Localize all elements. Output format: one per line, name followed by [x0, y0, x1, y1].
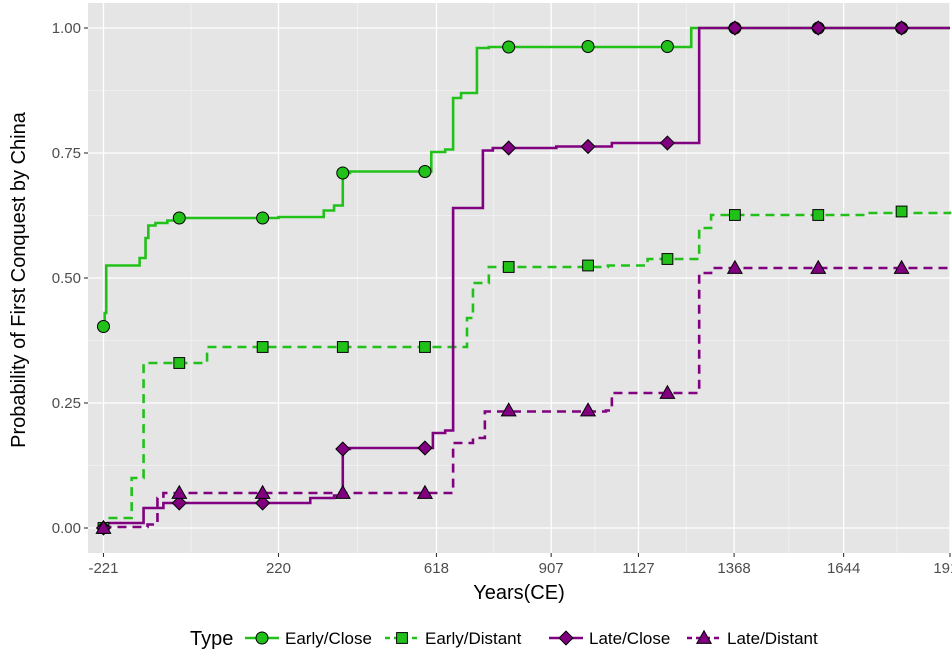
- x-tick-label: 618: [424, 560, 449, 577]
- series-marker-4: [416, 484, 434, 499]
- y-tick-label: 0.25: [52, 395, 81, 412]
- x-axis: -221 220 618 907 1127 1368 1644 1912: [88, 553, 952, 577]
- series-marker-1: [96, 320, 110, 333]
- series-marker-3: [501, 140, 517, 156]
- legend-label: Late/Close: [589, 629, 670, 648]
- series-marker-2: [502, 261, 515, 273]
- legend-label: Late/Distant: [727, 629, 818, 648]
- series-marker-2: [173, 357, 186, 369]
- y-tick-label: 1.00: [52, 20, 81, 37]
- series-marker-2: [336, 341, 349, 353]
- series-line-4: [103, 266, 950, 530]
- legend-key-marker: [558, 630, 574, 646]
- series-marker-4: [893, 259, 910, 274]
- x-tick-label: 907: [539, 560, 564, 577]
- series-marker-1: [581, 40, 595, 53]
- series-marker-3: [417, 440, 433, 456]
- series-marker-4: [500, 402, 517, 417]
- legend-key: [245, 631, 279, 645]
- x-tick-label: -221: [88, 560, 118, 577]
- y-tick-label: 0.00: [52, 520, 81, 537]
- legend-key: [549, 630, 583, 646]
- series-line-2: [103, 211, 952, 530]
- series-marker-1: [336, 166, 350, 180]
- y-axis: 0.00 0.25 0.50 0.75 1.00: [52, 20, 88, 537]
- series-marker-2: [812, 209, 825, 221]
- series-marker-2: [419, 341, 431, 353]
- legend-key-marker: [255, 631, 269, 645]
- series-marker-1: [502, 40, 516, 54]
- series-marker-4: [810, 259, 827, 274]
- series-marker-2: [728, 209, 741, 221]
- x-tick-label: 1644: [827, 560, 860, 577]
- series-marker-3: [727, 20, 743, 36]
- x-axis-title: Years(CE): [473, 582, 565, 604]
- series-marker-3: [659, 135, 676, 151]
- series-marker-1: [660, 40, 674, 53]
- series-marker-3: [171, 495, 187, 511]
- series-marker-4: [171, 484, 188, 499]
- series-marker-2: [582, 259, 594, 272]
- series-marker-2: [256, 341, 269, 353]
- series-marker-2: [895, 205, 908, 218]
- grid-major: [88, 3, 951, 553]
- legend-label: Early/Distant: [425, 629, 522, 648]
- series-marker-3: [893, 20, 910, 36]
- series-marker-4: [334, 484, 351, 499]
- series-marker-4: [659, 384, 676, 399]
- legend: Type Early/Close Early/Distant Late/Close L…: [190, 628, 818, 650]
- series-marker-3: [580, 138, 596, 155]
- series-marker-3: [255, 495, 271, 511]
- legend-label: Early/Close: [285, 629, 372, 648]
- legend-title: Type: [190, 628, 233, 650]
- series-marker-3: [810, 20, 826, 36]
- x-tick-label: 1368: [717, 560, 750, 577]
- series-markers: [95, 20, 910, 536]
- series-marker-4: [254, 484, 271, 499]
- series-lines: [103, 26, 952, 530]
- series-marker-1: [172, 211, 186, 225]
- legend-key: [385, 632, 419, 644]
- series-line-3: [103, 26, 950, 530]
- y-axis-title: Probability of First Conquest by China: [8, 111, 30, 448]
- x-tick-label: 1912: [933, 560, 952, 577]
- legend-key: [687, 629, 721, 644]
- series-marker-4: [95, 519, 112, 534]
- series-marker-1: [256, 211, 270, 225]
- x-tick-label: 1127: [622, 560, 654, 577]
- series-marker-4: [726, 259, 743, 274]
- legend-key-marker: [695, 629, 713, 644]
- y-tick-label: 0.50: [52, 270, 81, 287]
- legend-key-marker: [396, 632, 408, 644]
- series-line-1: [103, 26, 950, 330]
- y-tick-label: 0.75: [52, 145, 81, 162]
- series-marker-4: [579, 402, 597, 417]
- series-marker-2: [661, 253, 674, 265]
- series-marker-3: [335, 441, 351, 457]
- x-tick-label: 220: [266, 560, 291, 577]
- series-marker-1: [418, 165, 432, 178]
